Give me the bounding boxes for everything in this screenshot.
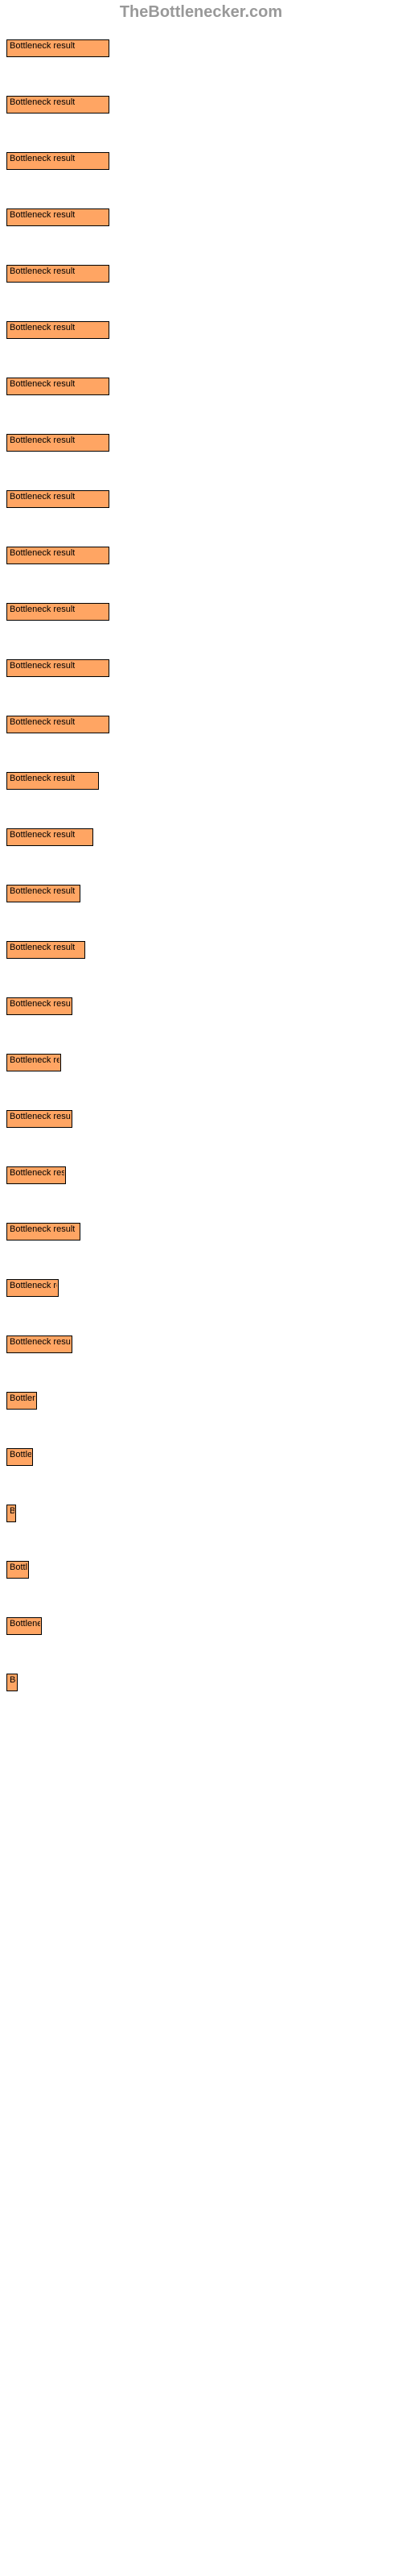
- chart-area: Bottleneck result Bottleneck result Bottle…: [0, 28, 402, 1703]
- bar-label: Bottleneck result: [10, 1337, 71, 1347]
- bar-label: Bottleneck result: [10, 41, 75, 51]
- bar-row: Bottleneck result: [3, 1493, 402, 1534]
- bar-row: Bottleneck result: [3, 366, 402, 407]
- bar-row: Bottleneck result: [3, 1324, 402, 1364]
- watermark-text: TheBottlenecker.com: [120, 3, 282, 21]
- bar-row: Bottleneck result: [3, 1212, 402, 1252]
- bar-row: Bottleneck result: [3, 1550, 402, 1590]
- bar-label: Bottleneck result: [10, 1224, 75, 1234]
- bar-row: Bottleneck result: [3, 592, 402, 632]
- bar-label: Bottleneck result: [10, 605, 75, 614]
- bar-row: Bottleneck result: [3, 423, 402, 463]
- bar-label: Bottleneck result: [10, 1393, 35, 1403]
- bar-label: Bottleneck result: [10, 1055, 59, 1065]
- bar-label: Bottleneck result: [10, 97, 75, 107]
- bar-label: Bottleneck result: [10, 717, 75, 727]
- bar-label: Bottleneck result: [10, 1168, 64, 1178]
- bars-container: Bottleneck result Bottleneck result Bottle…: [3, 28, 402, 1703]
- bar-label: Bottleneck result: [10, 266, 75, 276]
- bar-label: Bottleneck result: [10, 1450, 31, 1459]
- bar-row: Bottleneck result: [3, 141, 402, 181]
- bar-label: Bottleneck result: [10, 1675, 16, 1685]
- bar-row: Bottleneck result: [3, 1155, 402, 1195]
- bar-label: Bottleneck result: [10, 210, 75, 220]
- bar-label: Bottleneck result: [10, 154, 75, 163]
- bar-label: Bottleneck result: [10, 661, 75, 671]
- bar-row: Bottleneck result: [3, 479, 402, 519]
- bar-row: Bottleneck result: [3, 1662, 402, 1703]
- bar-label: Bottleneck result: [10, 1619, 40, 1629]
- bar-row: Bottleneck result: [3, 817, 402, 857]
- bar-row: Bottleneck result: [3, 1042, 402, 1083]
- bar-label: Bottleneck result: [10, 323, 75, 332]
- bar-row: Bottleneck result: [3, 254, 402, 294]
- bar-label: Bottleneck result: [10, 774, 75, 783]
- bar-label: Bottleneck result: [10, 999, 71, 1009]
- watermark: TheBottlenecker.com: [0, 0, 402, 28]
- bar-row: Bottleneck result: [3, 1437, 402, 1477]
- bar-label: Bottleneck result: [10, 1112, 71, 1121]
- bar-label: Bottleneck result: [10, 436, 75, 445]
- bar-row: Bottleneck result: [3, 197, 402, 237]
- bar-row: Bottleneck result: [3, 85, 402, 125]
- bar-label: Bottleneck result: [10, 830, 75, 840]
- bar-row: Bottleneck result: [3, 28, 402, 68]
- bar-row: Bottleneck result: [3, 704, 402, 745]
- bar-row: Bottleneck result: [3, 1381, 402, 1421]
- bar-row: Bottleneck result: [3, 1606, 402, 1646]
- bar-row: Bottleneck result: [3, 535, 402, 576]
- bar-label: Bottleneck result: [10, 1506, 14, 1516]
- bar-label: Bottleneck result: [10, 379, 75, 389]
- bar-label: Bottleneck result: [10, 1563, 27, 1572]
- bar-row: Bottleneck result: [3, 873, 402, 914]
- bar-row: Bottleneck result: [3, 986, 402, 1026]
- bar-row: Bottleneck result: [3, 648, 402, 688]
- bar-label: Bottleneck result: [10, 1281, 57, 1290]
- bar-row: Bottleneck result: [3, 930, 402, 970]
- bar-row: Bottleneck result: [3, 761, 402, 801]
- bar-row: Bottleneck result: [3, 310, 402, 350]
- bar-label: Bottleneck result: [10, 548, 75, 558]
- bar-row: Bottleneck result: [3, 1268, 402, 1308]
- bar-label: Bottleneck result: [10, 492, 75, 502]
- bar-row: Bottleneck result: [3, 1099, 402, 1139]
- bar-label: Bottleneck result: [10, 886, 75, 896]
- bar-label: Bottleneck result: [10, 943, 75, 952]
